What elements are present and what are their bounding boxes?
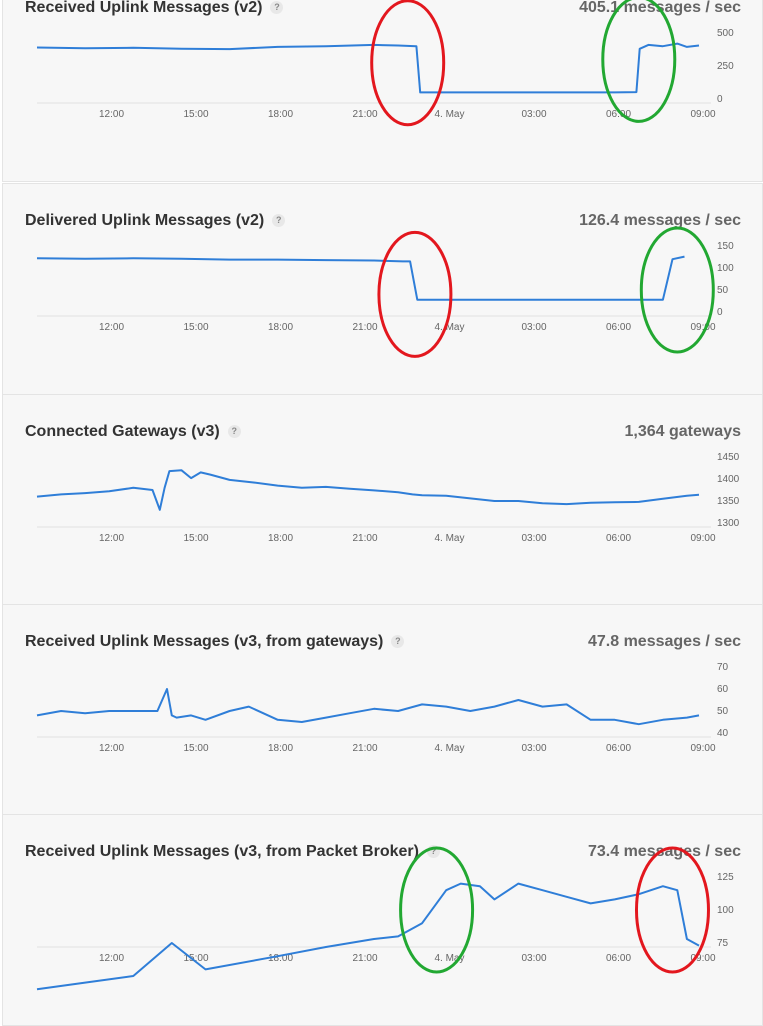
y-tick-label: 150: [717, 241, 734, 252]
panel-title: Received Uplink Messages (v3, from Packe…: [25, 843, 440, 861]
chart-panel: Received Uplink Messages (v3, from Packe…: [2, 814, 763, 1026]
panel-title-text: Delivered Uplink Messages (v2): [25, 212, 265, 229]
series-line: [36, 42, 700, 94]
x-tick-label: 4. May: [434, 743, 464, 754]
x-tick-label: 4. May: [434, 109, 464, 120]
chart-panel: Delivered Uplink Messages (v2)? 126.4 mes…: [2, 183, 763, 395]
x-tick-label: 09:00: [690, 322, 715, 333]
panel-title-text: Received Uplink Messages (v2): [25, 0, 263, 16]
panel-title: Received Uplink Messages (v2)?: [25, 0, 284, 17]
x-tick-label: 21:00: [352, 533, 377, 544]
x-tick-label: 18:00: [268, 533, 293, 544]
x-tick-label: 12:00: [99, 533, 124, 544]
x-tick-label: 03:00: [521, 109, 546, 120]
x-tick-label: 03:00: [521, 743, 546, 754]
y-tick-label: 1450: [717, 452, 740, 463]
y-tick-label: 60: [717, 684, 729, 695]
x-tick-label: 15:00: [183, 322, 208, 333]
x-tick-label: 06:00: [606, 109, 631, 120]
x-tick-label: 03:00: [521, 322, 546, 333]
panel-title-text: Received Uplink Messages (v3, from gatew…: [25, 633, 384, 650]
y-tick-label: 100: [717, 263, 734, 274]
red-annotation-circle: [634, 846, 710, 974]
x-tick-label: 12:00: [99, 953, 124, 964]
current-rate-value: 126.4 messages / sec: [579, 212, 741, 229]
x-tick-label: 4. May: [434, 322, 464, 333]
y-tick-label: 100: [717, 905, 734, 916]
y-tick-label: 40: [717, 728, 729, 739]
y-tick-label: 500: [717, 28, 734, 39]
panel-title: Delivered Uplink Messages (v2)?: [25, 212, 286, 230]
line-chart: 1450 1400 1350 1300 12:00 15:00 18:00 21:00 4. M…: [36, 452, 740, 544]
x-tick-label: 06:00: [606, 743, 631, 754]
y-tick-label: 1400: [717, 474, 740, 485]
line-chart: 150 100 50 0 12:00 15:00 18:00 21:00 4. May 03:00…: [36, 226, 734, 358]
y-tick-label: 75: [717, 938, 729, 949]
x-tick-label: 03:00: [521, 533, 546, 544]
y-tick-label: 50: [717, 285, 729, 296]
y-tick-label: 1350: [717, 496, 740, 507]
x-tick-label: 21:00: [352, 109, 377, 120]
x-tick-label: 21:00: [352, 322, 377, 333]
x-tick-label: 09:00: [690, 109, 715, 120]
green-annotation-circle: [601, 0, 677, 123]
x-tick-label: 03:00: [521, 953, 546, 964]
x-tick-label: 09:00: [690, 533, 715, 544]
x-tick-label: 4. May: [434, 533, 464, 544]
x-tick-label: 15:00: [183, 743, 208, 754]
x-tick-label: 12:00: [99, 322, 124, 333]
help-icon[interactable]: ?: [270, 1, 284, 14]
panel-title-text: Connected Gateways (v3): [25, 423, 220, 440]
series-line: [36, 882, 700, 991]
line-chart: 500 250 0 12:00 15:00 18:00 21:00 4. May 03:00 06…: [36, 0, 734, 127]
y-tick-label: 0: [717, 94, 723, 105]
series-line: [36, 469, 700, 511]
current-rate-value: 47.8 messages / sec: [587, 633, 741, 650]
y-tick-label: 50: [717, 706, 729, 717]
x-tick-label: 12:00: [99, 109, 124, 120]
y-tick-label: 250: [717, 61, 734, 72]
panel-title-text: Received Uplink Messages (v3, from Packe…: [25, 843, 419, 860]
panel-title: Connected Gateways (v3)?: [25, 423, 241, 441]
series-line: [36, 255, 685, 301]
x-tick-label: 12:00: [99, 743, 124, 754]
x-tick-label: 15:00: [183, 109, 208, 120]
red-annotation-circle: [370, 0, 446, 127]
line-chart: 70 60 50 40 12:00 15:00 18:00 21:00 4. May 03:00 0…: [36, 662, 729, 754]
green-annotation-circle: [639, 226, 715, 354]
x-tick-label: 21:00: [352, 743, 377, 754]
panel-title: Received Uplink Messages (v3, from gatew…: [25, 633, 405, 651]
chart-panel: Received Uplink Messages (v2)? 405.1 mess…: [2, 0, 763, 182]
y-tick-label: 125: [717, 872, 734, 883]
x-tick-label: 18:00: [268, 743, 293, 754]
help-icon[interactable]: ?: [227, 425, 241, 438]
current-rate-value: 73.4 messages / sec: [587, 843, 741, 860]
help-icon[interactable]: ?: [391, 635, 405, 648]
current-rate-value: 1,364 gateways: [624, 423, 741, 440]
help-icon[interactable]: ?: [272, 214, 286, 227]
y-tick-label: 0: [717, 307, 723, 318]
chart-panel: Received Uplink Messages (v3, from gatew…: [2, 604, 763, 816]
red-annotation-circle: [377, 230, 453, 358]
y-tick-label: 1300: [717, 518, 740, 529]
x-tick-label: 06:00: [606, 953, 631, 964]
x-tick-label: 18:00: [268, 322, 293, 333]
x-tick-label: 06:00: [606, 533, 631, 544]
y-tick-label: 70: [717, 662, 729, 673]
x-tick-label: 21:00: [352, 953, 377, 964]
series-line: [36, 688, 700, 726]
x-tick-label: 18:00: [268, 109, 293, 120]
x-tick-label: 06:00: [606, 322, 631, 333]
x-tick-label: 09:00: [690, 743, 715, 754]
chart-panel: Connected Gateways (v3)? 1,364 gateways 14…: [2, 394, 763, 606]
x-tick-label: 15:00: [183, 533, 208, 544]
